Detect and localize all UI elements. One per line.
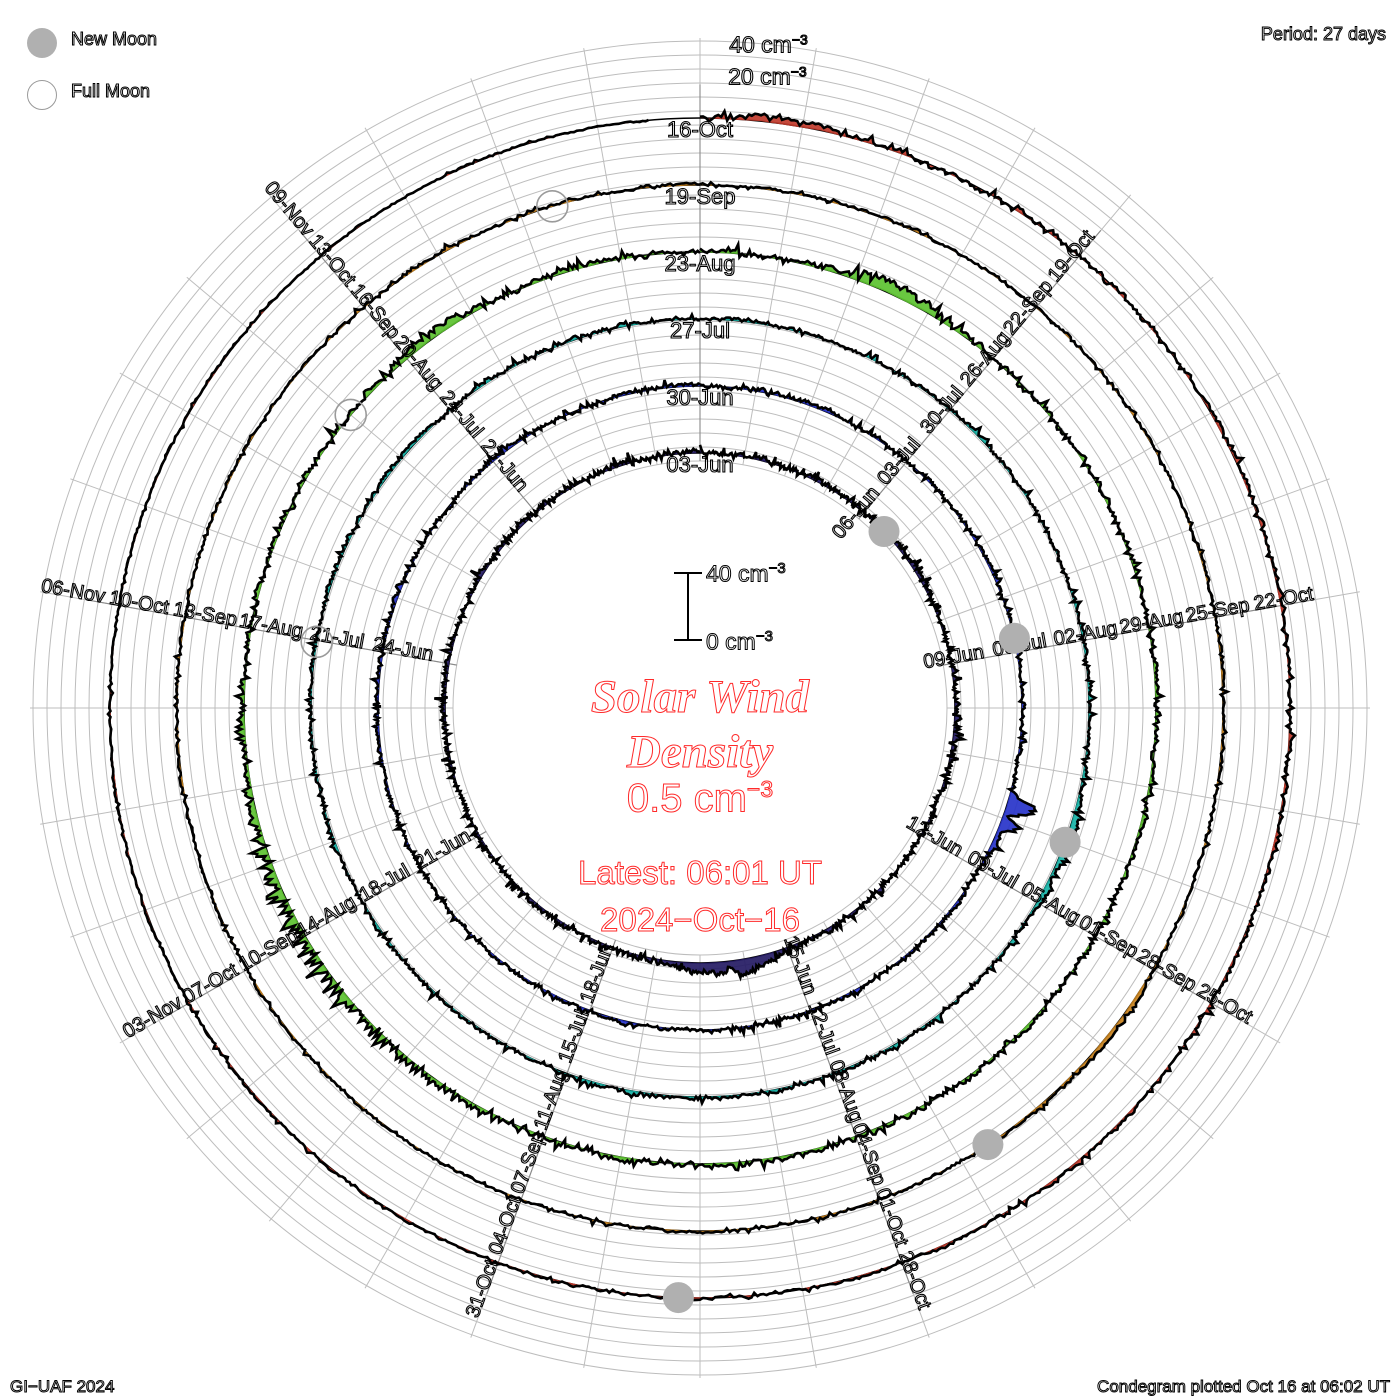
- svg-text:19-Sep: 19-Sep: [665, 184, 736, 209]
- svg-text:30-Jun: 30-Jun: [666, 385, 733, 410]
- svg-text:03-Jun: 03-Jun: [666, 452, 733, 477]
- svg-text:27-Jul: 27-Jul: [670, 318, 730, 343]
- svg-text:23-Aug: 23-Aug: [665, 251, 736, 276]
- svg-text:16-Oct: 16-Oct: [667, 117, 733, 142]
